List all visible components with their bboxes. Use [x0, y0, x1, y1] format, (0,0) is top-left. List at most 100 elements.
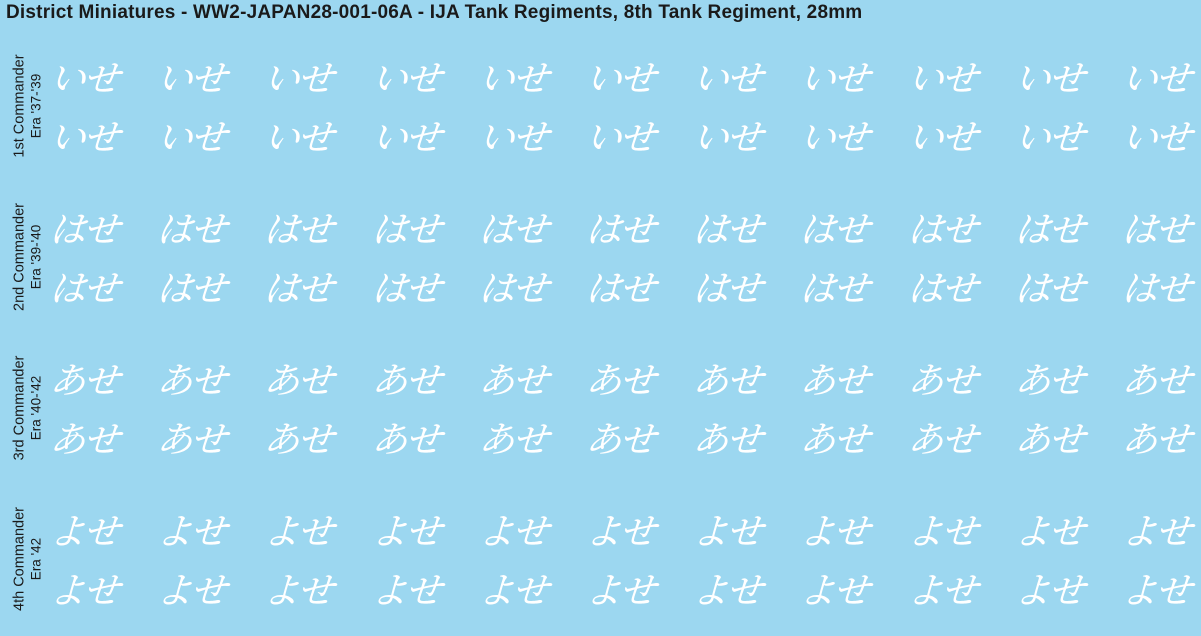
decal-glyph: あせ [48, 412, 120, 463]
commander-label: 3rd Commander [11, 355, 27, 460]
decal-glyph: はせ [477, 202, 549, 253]
decal-glyph: いせ [906, 110, 978, 161]
decal-glyph: いせ [48, 51, 120, 102]
decal-glyph: いせ [584, 51, 656, 102]
decal-glyph: よせ [48, 563, 120, 614]
decal-glyph: よせ [48, 504, 120, 555]
decal-glyph: いせ [584, 110, 656, 161]
decal-glyph: あせ [691, 412, 763, 463]
decal-glyph: あせ [155, 353, 227, 404]
decal-glyph: あせ [370, 412, 442, 463]
decal-glyph: よせ [691, 504, 763, 555]
decal-glyph: はせ [799, 261, 871, 312]
decal-row: はせ はせ はせ はせ はせ はせ はせ はせ はせ はせ はせ [50, 257, 1196, 316]
decal-row: あせ あせ あせ あせ あせ あせ あせ あせ あせ あせ あせ [50, 349, 1196, 408]
decal-glyph: よせ [1120, 563, 1192, 614]
commander-label: 1st Commander [11, 54, 27, 157]
decal-glyph: いせ [263, 110, 335, 161]
decal-glyph: いせ [1013, 110, 1085, 161]
decal-glyph: よせ [263, 563, 335, 614]
section-label: 2nd Commander Era '39-'40 [11, 181, 43, 332]
decal-glyph: よせ [691, 563, 763, 614]
decal-glyph: あせ [584, 353, 656, 404]
decal-glyph: はせ [799, 202, 871, 253]
decal-glyph: あせ [477, 353, 549, 404]
decal-row: いせ いせ いせ いせ いせ いせ いせ いせ いせ いせ いせ [50, 47, 1196, 106]
decal-glyph: はせ [906, 261, 978, 312]
decal-glyph: あせ [370, 353, 442, 404]
decal-glyph: よせ [263, 504, 335, 555]
decal-glyph: はせ [370, 202, 442, 253]
decal-glyph: はせ [155, 261, 227, 312]
decal-row: あせ あせ あせ あせ あせ あせ あせ あせ あせ あせ あせ [50, 408, 1196, 467]
decal-glyph: いせ [691, 110, 763, 161]
decal-glyph: いせ [1120, 51, 1192, 102]
decal-glyph: いせ [370, 51, 442, 102]
decal-glyph: はせ [263, 261, 335, 312]
era-label: Era '39-'40 [28, 181, 44, 332]
decal-glyph: あせ [799, 353, 871, 404]
decal-rows: あせ あせ あせ あせ あせ あせ あせ あせ あせ あせ あせ あせ あせ あ… [50, 349, 1196, 467]
decal-glyph: よせ [477, 504, 549, 555]
decal-glyph: あせ [263, 412, 335, 463]
decal-glyph: あせ [48, 353, 120, 404]
section-label: 1st Commander Era '37-'39 [11, 30, 43, 181]
decal-glyph: よせ [799, 504, 871, 555]
decal-glyph: よせ [1120, 504, 1192, 555]
decal-rows: よせ よせ よせ よせ よせ よせ よせ よせ よせ よせ よせ よせ よせ よ… [50, 500, 1196, 618]
decal-glyph: あせ [1013, 353, 1085, 404]
decal-glyph: あせ [1013, 412, 1085, 463]
era-label: Era '37-'39 [28, 30, 44, 181]
decal-glyph: よせ [155, 563, 227, 614]
decal-glyph: よせ [370, 563, 442, 614]
decal-glyph: いせ [691, 51, 763, 102]
decal-glyph: いせ [906, 51, 978, 102]
decal-glyph: はせ [1120, 261, 1192, 312]
commander-label: 4th Commander [11, 507, 27, 611]
decal-glyph: あせ [691, 353, 763, 404]
decal-glyph: あせ [263, 353, 335, 404]
decal-glyph: いせ [799, 110, 871, 161]
sheet-title: District Miniatures - WW2-JAPAN28-001-06… [6, 2, 862, 24]
decal-glyph: よせ [799, 563, 871, 614]
decal-glyph: あせ [906, 353, 978, 404]
commander-label: 2nd Commander [11, 203, 27, 311]
decal-glyph: はせ [584, 261, 656, 312]
section-label: 3rd Commander Era '40-'42 [11, 332, 43, 483]
decal-glyph: いせ [477, 110, 549, 161]
decal-glyph: あせ [1120, 412, 1192, 463]
decal-glyph: いせ [477, 51, 549, 102]
decal-glyph: いせ [1120, 110, 1192, 161]
decal-glyph: いせ [155, 51, 227, 102]
decal-glyph: あせ [1120, 353, 1192, 404]
decal-glyph: あせ [477, 412, 549, 463]
era-label: Era '42 [28, 483, 44, 634]
era-label: Era '40-'42 [28, 332, 44, 483]
decal-glyph: あせ [584, 412, 656, 463]
decal-glyph: よせ [155, 504, 227, 555]
decal-glyph: はせ [370, 261, 442, 312]
decal-glyph: よせ [584, 563, 656, 614]
decal-glyph: いせ [1013, 51, 1085, 102]
decal-glyph: いせ [155, 110, 227, 161]
decal-glyph: はせ [155, 202, 227, 253]
decal-glyph: あせ [906, 412, 978, 463]
decal-glyph: よせ [906, 504, 978, 555]
decal-glyph: よせ [1013, 563, 1085, 614]
decal-glyph: はせ [477, 261, 549, 312]
decal-glyph: よせ [477, 563, 549, 614]
decal-glyph: はせ [48, 202, 120, 253]
section-2nd-commander: 2nd Commander Era '39-'40 はせ はせ はせ はせ はせ… [0, 181, 1201, 332]
decal-glyph: あせ [799, 412, 871, 463]
decal-glyph: よせ [1013, 504, 1085, 555]
decal-glyph: はせ [263, 202, 335, 253]
decal-row: いせ いせ いせ いせ いせ いせ いせ いせ いせ いせ いせ [50, 106, 1196, 165]
section-1st-commander: 1st Commander Era '37-'39 いせ いせ いせ いせ いせ… [0, 30, 1201, 181]
decal-glyph: はせ [1013, 202, 1085, 253]
decal-glyph: はせ [48, 261, 120, 312]
decal-row: よせ よせ よせ よせ よせ よせ よせ よせ よせ よせ よせ [50, 500, 1196, 559]
decal-glyph: あせ [155, 412, 227, 463]
decal-glyph: いせ [48, 110, 120, 161]
decal-glyph: はせ [584, 202, 656, 253]
decal-rows: いせ いせ いせ いせ いせ いせ いせ いせ いせ いせ いせ いせ いせ い… [50, 47, 1196, 165]
